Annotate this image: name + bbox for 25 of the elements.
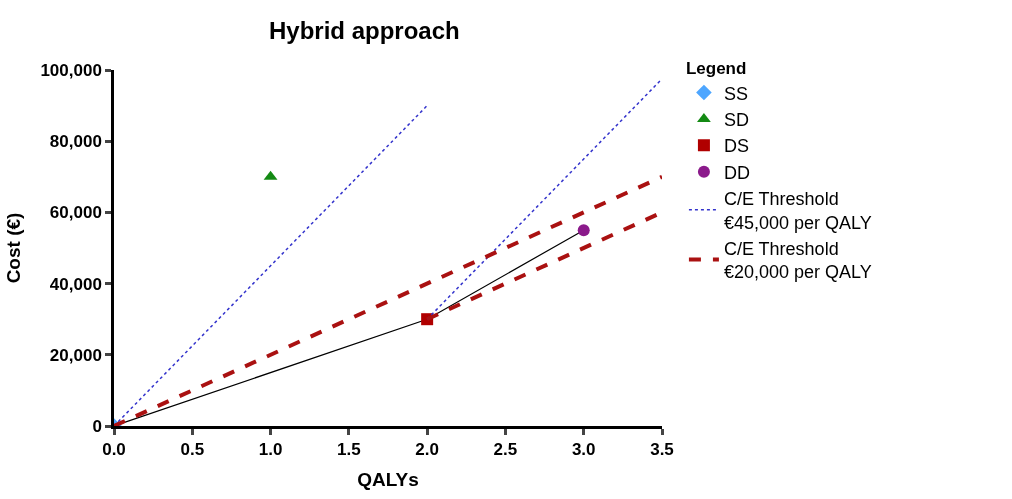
x-tick-label: 0.0 — [102, 440, 126, 460]
x-tick-label: 3.0 — [571, 440, 596, 460]
legend-label: SS — [723, 83, 748, 104]
legend-label: DD — [723, 162, 750, 183]
x-tick-label: 3.5 — [650, 440, 674, 460]
x-tick-label: 1.5 — [337, 440, 361, 460]
y-tick-label: 0 — [92, 416, 102, 436]
legend-label: SD — [723, 109, 749, 130]
legend-label: C/E Threshold €45,000 per QALY — [723, 189, 872, 233]
legend-label: DS — [723, 136, 749, 157]
y-tick-label: 60,000 — [49, 203, 102, 223]
y-tick-label: 80,000 — [49, 132, 102, 152]
y-tick-label: 40,000 — [49, 274, 102, 294]
legend-label: C/E Threshold €20,000 per QALY — [723, 238, 872, 283]
chart-title: Hybrid approach — [268, 17, 460, 45]
x-tick-label: 2.0 — [415, 440, 439, 460]
point — [577, 224, 590, 237]
legend-title: Legend — [685, 59, 747, 79]
x-tick-label: 0.5 — [180, 440, 205, 460]
y-tick-label: 100,000 — [40, 60, 102, 80]
x-axis-title: QALYs — [357, 468, 419, 490]
x-tick-label: 1.0 — [258, 440, 283, 460]
x-tick-label: 2.5 — [493, 440, 518, 460]
y-tick-label: 20,000 — [49, 345, 102, 365]
y-axis-title: Cost (€) — [3, 212, 25, 284]
